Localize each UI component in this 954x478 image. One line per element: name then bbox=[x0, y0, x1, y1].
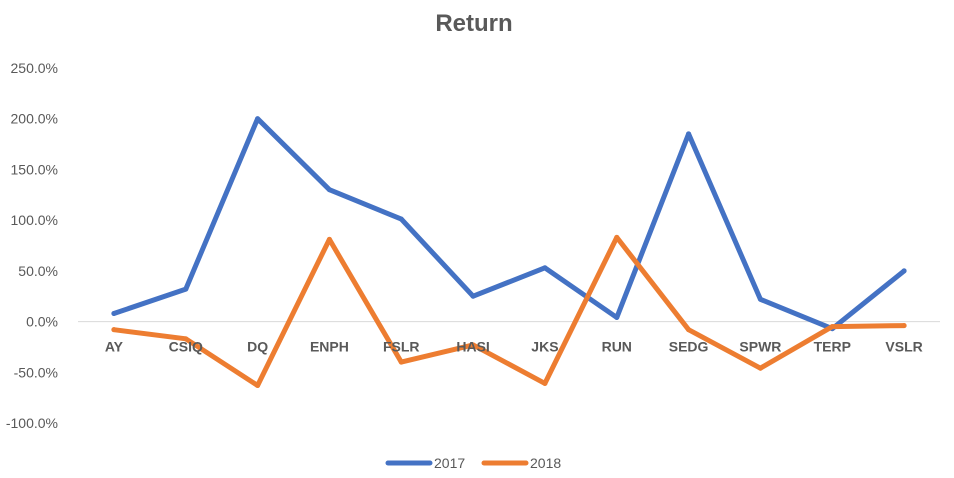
data-point-2018 bbox=[829, 324, 835, 330]
y-tick-label: 200.0% bbox=[11, 111, 58, 127]
data-point-2018 bbox=[470, 342, 476, 348]
data-point-2018 bbox=[111, 327, 117, 333]
x-tick-label: JKS bbox=[531, 339, 558, 355]
x-tick-label: AY bbox=[105, 339, 124, 355]
data-point-2017 bbox=[542, 265, 548, 271]
data-point-2018 bbox=[614, 234, 620, 240]
y-tick-label: 50.0% bbox=[18, 263, 58, 279]
y-tick-label: 250.0% bbox=[11, 60, 58, 76]
series-line-2018 bbox=[111, 234, 907, 388]
y-tick-label: 150.0% bbox=[11, 161, 58, 177]
series-layer bbox=[111, 116, 907, 388]
x-tick-label: SEDG bbox=[669, 339, 709, 355]
data-point-2018 bbox=[398, 359, 404, 365]
data-point-2018 bbox=[326, 236, 332, 242]
x-tick-label: TERP bbox=[814, 339, 851, 355]
data-point-2018 bbox=[183, 336, 189, 342]
data-point-2018 bbox=[686, 327, 692, 333]
y-tick-label: 100.0% bbox=[11, 212, 58, 228]
x-tick-label: FSLR bbox=[383, 339, 420, 355]
data-point-2017 bbox=[398, 216, 404, 222]
data-point-2017 bbox=[255, 116, 261, 122]
x-tick-label: RUN bbox=[602, 339, 632, 355]
data-point-2018 bbox=[757, 365, 763, 371]
data-point-2017 bbox=[183, 286, 189, 292]
chart-title: Return bbox=[435, 10, 512, 37]
x-axis: AY CSIQ DQ ENPH FSLR HASI JKS RUN SEDG SPWR TERP VS… bbox=[105, 339, 923, 355]
legend-label-2018: 2018 bbox=[530, 455, 561, 471]
legend-label-2017: 2017 bbox=[434, 455, 465, 471]
data-point-2017 bbox=[470, 293, 476, 299]
y-axis: 250.0% 200.0% 150.0% 100.0% 50.0% 0.0% -50.0% -… bbox=[6, 60, 58, 431]
x-tick-label: HASI bbox=[456, 339, 489, 355]
data-point-2018 bbox=[901, 323, 907, 329]
data-point-2017 bbox=[901, 268, 907, 274]
legend: 2017 2018 bbox=[385, 455, 561, 471]
data-point-2018 bbox=[542, 380, 548, 386]
series-line-2017 bbox=[111, 116, 907, 332]
x-tick-label: VSLR bbox=[885, 339, 922, 355]
y-tick-label: -50.0% bbox=[14, 364, 58, 380]
data-point-2017 bbox=[614, 315, 620, 321]
data-point-2018 bbox=[255, 382, 261, 388]
data-point-2017 bbox=[111, 310, 117, 316]
data-point-2017 bbox=[757, 296, 763, 302]
x-tick-label: CSIQ bbox=[169, 339, 203, 355]
data-point-2017 bbox=[326, 187, 332, 193]
data-point-2017 bbox=[686, 131, 692, 137]
x-tick-label: ENPH bbox=[310, 339, 349, 355]
y-tick-label: -100.0% bbox=[6, 415, 58, 431]
x-tick-label: SPWR bbox=[739, 339, 781, 355]
y-tick-label: 0.0% bbox=[26, 314, 58, 330]
x-tick-label: DQ bbox=[247, 339, 268, 355]
